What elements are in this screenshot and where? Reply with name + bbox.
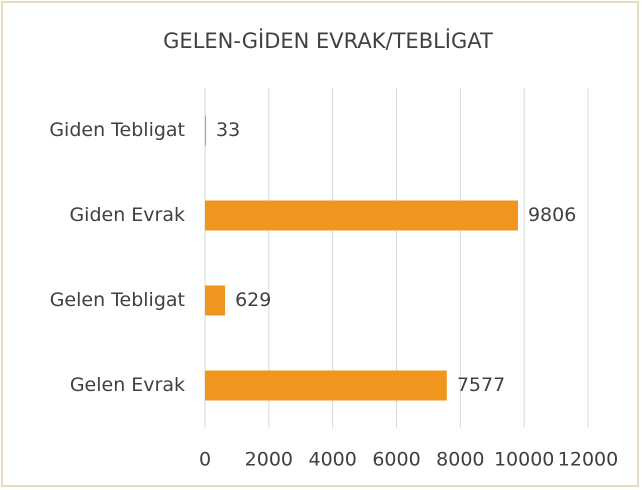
x-tick-label: 10000 xyxy=(494,449,554,471)
bar xyxy=(205,200,518,231)
value-label: 629 xyxy=(235,289,271,311)
chart-title: GELEN-GİDEN EVRAK/TEBLİGAT xyxy=(163,28,493,53)
value-label: 7577 xyxy=(457,374,505,396)
value-label: 33 xyxy=(216,119,240,141)
value-label: 9806 xyxy=(528,204,576,226)
y-tick-label: Giden Tebligat xyxy=(49,119,185,141)
x-tick-label: 4000 xyxy=(308,449,356,471)
y-tick-label: Giden Evrak xyxy=(69,204,185,226)
x-tick-label: 6000 xyxy=(372,449,420,471)
x-tick-label: 0 xyxy=(199,449,211,471)
bar xyxy=(205,285,226,316)
bar xyxy=(205,370,447,401)
x-tick-label: 2000 xyxy=(245,449,293,471)
y-tick-label: Gelen Tebligat xyxy=(50,289,185,311)
x-tick-label: 8000 xyxy=(436,449,484,471)
y-tick-label: Gelen Evrak xyxy=(70,374,185,396)
bar xyxy=(205,115,207,146)
x-tick-label: 12000 xyxy=(558,449,618,471)
